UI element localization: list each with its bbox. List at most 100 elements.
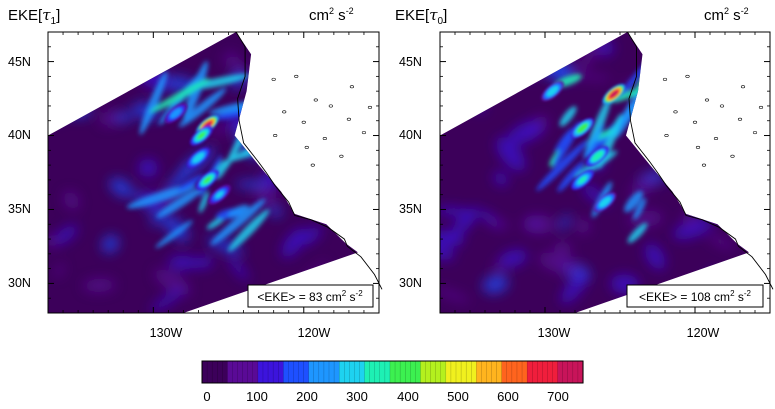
y-tick-label: 30N: [399, 276, 422, 290]
y-tick-label: 35N: [8, 202, 31, 216]
lake: [328, 104, 333, 108]
eddy: [440, 230, 464, 247]
colorbar-cell: [389, 360, 396, 384]
colorbar-cell: [506, 360, 513, 384]
lake: [664, 134, 669, 138]
colorbar-cell: [430, 360, 437, 384]
colorbar-cell: [232, 360, 239, 384]
colorbar-cell: [323, 360, 330, 384]
colorbar-cell: [516, 360, 523, 384]
eddy: [440, 287, 470, 303]
colorbar-cell: [526, 360, 533, 384]
colorbar-cell: [293, 360, 300, 384]
colorbar-cell: [267, 360, 274, 384]
panel-tau1: EKE[τ1] cm2 s-2 45N 40N 35N 30N 130W 120…: [8, 6, 383, 340]
colorbar-cell: [333, 360, 340, 384]
jet-filament: [177, 174, 204, 192]
colorbar-cell: [420, 360, 427, 384]
colorbar-tick-label: 600: [497, 389, 519, 404]
lake: [322, 136, 327, 140]
colorbar-cell: [217, 360, 223, 384]
eddy: [493, 262, 505, 273]
eddy: [109, 178, 133, 197]
eke-hotspot: [203, 176, 212, 184]
lake: [695, 145, 701, 149]
eke-hotspot: [610, 90, 618, 98]
colorbar-cell: [460, 360, 467, 384]
colorbar-cell: [415, 360, 422, 384]
y-tick-label: 45N: [399, 55, 422, 69]
colorbar-cell: [227, 360, 234, 384]
colorbar-frame: [201, 360, 584, 384]
coastline: [627, 31, 774, 290]
colorbar-cell: [354, 360, 361, 384]
eddy: [227, 256, 249, 281]
eddy: [54, 263, 65, 278]
lake: [349, 85, 355, 89]
lake: [271, 77, 276, 81]
lake: [313, 98, 318, 102]
panel-title: EKE[τ0]: [395, 6, 447, 27]
eddy: [300, 226, 322, 245]
lake: [273, 134, 278, 138]
colorbar-cell: [384, 360, 391, 384]
colorbar-cell: [369, 360, 376, 384]
lake: [304, 145, 309, 149]
eddy: [538, 252, 580, 275]
colorbar-cell: [379, 360, 386, 384]
eddy: [138, 158, 158, 178]
eke-hotspot: [548, 87, 557, 95]
panel-title: EKE[τ1]: [8, 6, 60, 27]
eddy: [222, 55, 238, 66]
colorbar-cell: [278, 360, 284, 384]
x-tick-label: 130W: [538, 326, 571, 340]
colorbar-tick-label: 500: [447, 389, 469, 404]
colorbar-cell: [501, 360, 508, 384]
mean-eke-label: <EKE> = 108 cm2 s-2: [639, 289, 752, 304]
eke-hotspot: [601, 198, 609, 206]
colorbar-cell: [410, 360, 416, 384]
panel-units: cm2 s-2: [704, 6, 749, 24]
colorbar-tick-label: 700: [547, 389, 569, 404]
eddy: [281, 228, 306, 258]
jet-filament: [611, 88, 642, 103]
mean-eke-box: [247, 284, 374, 308]
colorbar-cell: [405, 360, 411, 384]
jet-filament: [633, 197, 647, 221]
jet-filament: [227, 204, 249, 218]
colorbar-cell: [374, 360, 381, 384]
y-tick-label: 45N: [8, 55, 31, 69]
colorbar-cell: [542, 360, 549, 384]
colorbar-cell: [211, 360, 218, 384]
eddy: [82, 278, 116, 293]
colorbar-cell: [338, 360, 345, 384]
colorbar-cell: [471, 360, 477, 384]
colorbar-cell: [272, 360, 279, 384]
jet-filament: [183, 61, 209, 122]
eke-hotspot: [197, 132, 206, 139]
eke-hotspot: [194, 154, 203, 161]
lake: [713, 136, 719, 140]
colorbar-cell: [262, 360, 269, 384]
eke-hotspot: [215, 191, 224, 198]
jet-filament: [156, 187, 204, 218]
eke-hotspot: [578, 176, 587, 184]
lake: [310, 163, 315, 167]
colorbar-tick-label: 300: [346, 389, 368, 404]
colorbar-cell: [283, 360, 289, 384]
eddy: [53, 225, 78, 245]
eddy: [493, 171, 508, 186]
colorbar-cell: [328, 360, 335, 384]
x-tick-label: 120W: [298, 326, 331, 340]
colorbar-cell: [567, 360, 574, 384]
lake: [346, 117, 352, 121]
colorbar-cell: [440, 360, 447, 384]
jet-filament: [227, 209, 270, 252]
eddy: [553, 241, 572, 257]
colorbar-cell: [496, 360, 503, 384]
colorbar-cell: [425, 360, 432, 384]
colorbar-cell: [242, 360, 249, 384]
colorbar-cell: [537, 360, 543, 384]
jet-filament: [155, 220, 193, 249]
